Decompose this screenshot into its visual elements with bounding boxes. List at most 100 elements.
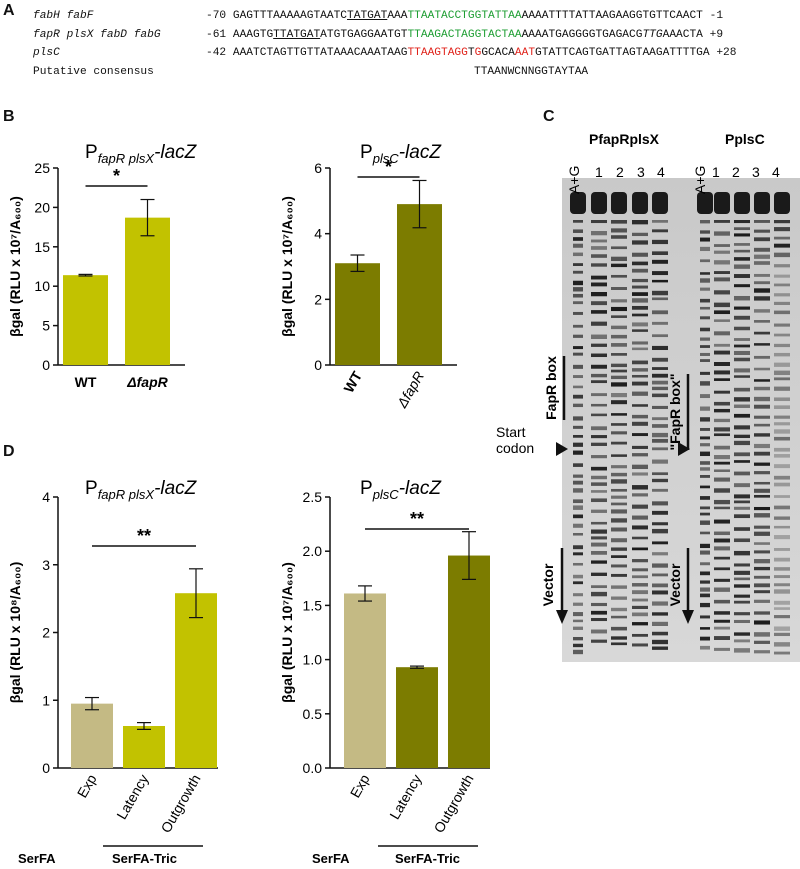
gel-band: [591, 254, 607, 258]
gel-band: [611, 607, 627, 612]
gel-band: [573, 311, 583, 315]
gel-band: [700, 474, 710, 478]
gel-band: [611, 527, 627, 532]
gel-band: [611, 479, 627, 484]
gel-band: [632, 305, 648, 310]
gel-band: [700, 627, 710, 630]
gel-band: [591, 521, 607, 525]
gel-band: [632, 414, 648, 419]
gel-band: [774, 632, 790, 637]
gel-band: [632, 261, 648, 266]
gel-band: [754, 281, 770, 285]
gel-band: [700, 550, 710, 555]
gel-band: [754, 355, 770, 359]
gel-band: [774, 252, 790, 258]
gel-band: [754, 531, 770, 536]
gel-band: [714, 531, 730, 536]
gel-band: [754, 566, 770, 571]
gel-header: PfapRplsX: [589, 131, 660, 147]
gel-band: [774, 454, 790, 458]
gel-band: [591, 585, 607, 589]
y-tick-label: 25: [34, 160, 50, 176]
vector-arrowhead: [682, 610, 694, 624]
gel-band: [714, 433, 730, 437]
gel-band: [573, 434, 583, 438]
gel-band: [774, 535, 790, 540]
gel-band: [652, 271, 668, 276]
gel-band: [734, 563, 750, 567]
gel-band: [700, 406, 710, 411]
gel-band: [573, 545, 583, 550]
group-label: SerFA-Tric: [395, 851, 460, 866]
gel-band: [700, 278, 710, 283]
bar-chart-b-left: 0 5 10 15 20 25 βgal (RLU x 10⁷/A₆₀₀) WT ΔfapR *: [7, 160, 185, 390]
gel-band: [734, 284, 750, 288]
gel-band: [700, 259, 710, 263]
gel-band: [734, 192, 750, 214]
gel-band: [734, 550, 750, 556]
gel-band: [632, 341, 648, 345]
gel-band: [774, 370, 790, 376]
gel-band: [754, 599, 770, 603]
lane-label: 1: [712, 164, 720, 180]
start-codon-arrow: [678, 442, 690, 456]
gel-band: [652, 424, 668, 428]
gel-band: [774, 397, 790, 402]
gel-band: [611, 343, 627, 347]
gel-band: [714, 506, 730, 510]
gel-band: [734, 538, 750, 543]
y-tick-label: 3: [42, 557, 50, 573]
panel-label-a: A: [3, 2, 15, 19]
gel-band: [591, 321, 607, 326]
gel-band: [714, 401, 730, 406]
x-tick-label: Latency: [386, 772, 424, 822]
gel-band: [700, 645, 710, 650]
gel-band: [611, 615, 627, 619]
sequence-row: -70 GAGTTTAAAAAGTAATCTATGATAAATTAATACCTG…: [206, 10, 724, 22]
bar: [344, 593, 386, 768]
gel-band: [734, 600, 750, 604]
gel-band: [714, 319, 730, 322]
gel-band: [611, 518, 627, 523]
gel-band: [652, 367, 668, 370]
gel-band: [611, 353, 627, 356]
gel-band: [652, 297, 668, 301]
gel-band: [700, 246, 710, 252]
gel-band: [632, 559, 648, 563]
gel-band: [573, 270, 583, 274]
gel-band: [774, 557, 790, 562]
gel-band: [774, 220, 790, 224]
gel-band: [591, 334, 607, 340]
gel-band: [774, 525, 790, 529]
gel-band: [591, 426, 607, 431]
gel-band: [714, 271, 730, 274]
gel-band: [652, 393, 668, 398]
group-label: SerFA-Tric: [112, 851, 177, 866]
gene-label: plsC: [33, 47, 60, 59]
gel-band: [611, 228, 627, 233]
gel-band: [714, 619, 730, 623]
gel-band: [591, 263, 607, 267]
gel-band: [591, 639, 607, 643]
gel-band: [774, 548, 790, 551]
vector-label: Vector: [540, 563, 556, 606]
x-tick-label: ΔfapR: [126, 374, 168, 390]
gel-band: [754, 229, 770, 233]
gel-band: [754, 320, 770, 323]
gel-band: [754, 590, 770, 594]
gel-band: [734, 227, 750, 231]
gel-band: [734, 233, 750, 237]
gel-band: [611, 256, 627, 262]
bar: [71, 703, 113, 768]
gel-band: [652, 345, 668, 351]
gel-band: [652, 541, 668, 545]
gel-band: [611, 495, 627, 499]
gel-band: [774, 283, 790, 287]
gel-band: [573, 636, 583, 641]
gel-band: [632, 232, 648, 237]
gel-band: [734, 397, 750, 402]
gel-band: [611, 509, 627, 514]
gel-band: [714, 445, 730, 450]
gel-band: [632, 525, 648, 530]
